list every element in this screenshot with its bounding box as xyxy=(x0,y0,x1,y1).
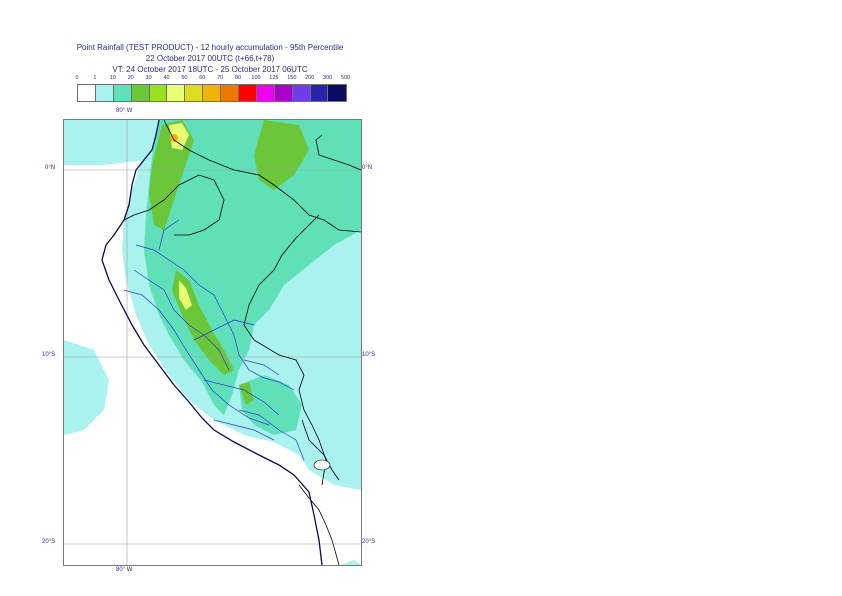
lat-label-right-10s: 10°S xyxy=(362,352,376,358)
legend-label: 500 xyxy=(340,75,351,81)
legend-label: 0 xyxy=(75,75,79,81)
lake-titicaca xyxy=(313,459,331,471)
peru-bolivia-border xyxy=(301,419,340,481)
legend-swatch xyxy=(328,85,347,101)
peru-chile-border xyxy=(298,484,340,565)
legend-swatch xyxy=(239,85,257,101)
legend-label: 125 xyxy=(269,75,279,81)
legend-label: 200 xyxy=(305,75,315,81)
ecuador-colombia-border xyxy=(163,120,361,233)
legend-swatch xyxy=(292,85,311,101)
legend-swatch xyxy=(256,85,275,101)
legend-swatch xyxy=(95,85,114,101)
lat-label-right-0: 0°N xyxy=(362,165,373,171)
legend-label: 100 xyxy=(251,75,261,81)
peru-brazil-border xyxy=(243,214,327,486)
andes-central-yellow xyxy=(179,280,192,310)
brazil-bolivia-border xyxy=(315,134,361,171)
legend-label: 50 xyxy=(181,75,188,81)
title-line-2: 22 October 2017 00UTC (t+66,t+78) xyxy=(145,54,275,63)
legend-label: 70 xyxy=(217,75,224,81)
legend-swatch xyxy=(274,85,293,101)
color-legend xyxy=(77,84,348,102)
legend-label: 20 xyxy=(127,75,134,81)
legend-label: 40 xyxy=(163,75,170,81)
legend-swatch xyxy=(131,85,150,101)
legend-swatch xyxy=(203,85,222,101)
legend-swatch xyxy=(221,85,240,101)
lat-label-right-20s: 20°S xyxy=(362,539,376,545)
region-boundaries xyxy=(123,219,305,461)
legend-label: 300 xyxy=(323,75,333,81)
legend-labels: 0 1 10 20 30 40 50 60 70 80 100 125 150 … xyxy=(72,75,352,85)
pacific-coastline xyxy=(101,120,323,565)
legend-swatch xyxy=(113,85,132,101)
map-canvas xyxy=(64,120,361,565)
legend-label: 30 xyxy=(145,75,152,81)
title-line-3: VT: 24 October 2017 18UTC - 25 October 2… xyxy=(112,65,308,74)
legend-label: 10 xyxy=(109,75,116,81)
title-line-1: Point Rainfall (TEST PRODUCT) - 12 hourl… xyxy=(76,43,344,52)
legend-swatch xyxy=(149,85,168,101)
legend-label: 60 xyxy=(199,75,206,81)
ecuador-peru-border xyxy=(123,174,225,236)
lat-label-left-10s: 10°S xyxy=(42,352,56,358)
lon-label-top: 80° W xyxy=(116,108,133,114)
legend-label: 80 xyxy=(235,75,242,81)
ocean-rain-patch-west xyxy=(64,340,109,435)
legend-label: 1 xyxy=(93,75,97,81)
legend-label: 150 xyxy=(287,75,297,81)
amazon-green-patch xyxy=(254,120,309,190)
legend-swatch xyxy=(78,85,96,101)
lat-label-left-0: 0°N xyxy=(45,165,56,171)
rainfall-map xyxy=(63,119,362,566)
andes-north-yellow xyxy=(169,123,189,150)
legend-swatch xyxy=(185,85,204,101)
ocean-rain-patch-south xyxy=(340,560,361,565)
andes-south-green xyxy=(239,382,254,405)
lon-label-bottom: 80° W xyxy=(116,567,133,573)
lat-label-left-20s: 20°S xyxy=(42,539,56,545)
legend-swatch xyxy=(167,85,186,101)
legend-swatch xyxy=(310,85,329,101)
